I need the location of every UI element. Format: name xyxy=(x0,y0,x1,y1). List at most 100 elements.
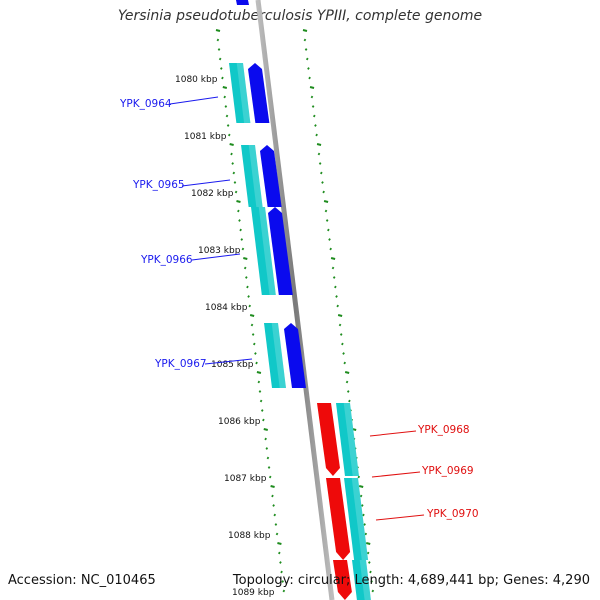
scale-labels: 1080 kbp 1081 kbp 1082 kbp 1083 kbp 1084… xyxy=(175,75,275,598)
outer-tick-mark xyxy=(366,551,370,555)
scale-label-1081: 1081 kbp xyxy=(184,132,227,142)
forward-gene-arrow-1[interactable] xyxy=(260,145,282,207)
inner-tick-mark xyxy=(223,95,227,99)
cds-bar-rev-0-shade xyxy=(343,403,359,476)
gene-label-ypk-0970[interactable]: YPK_0970 xyxy=(426,508,479,520)
inner-tick-mark xyxy=(232,171,236,175)
gene-label-ypk-0966[interactable]: YPK_0966 xyxy=(140,254,193,266)
cds-bar-2-shade xyxy=(258,207,276,295)
outer-tick-mark xyxy=(334,285,337,289)
outer-tick-mark xyxy=(330,257,336,260)
outer-tick-mark xyxy=(303,38,307,42)
inner-tick-mark xyxy=(272,504,275,507)
inner-tick-mark xyxy=(239,228,242,232)
inner-tick-mark xyxy=(238,219,241,222)
outer-tick-mark xyxy=(320,171,323,175)
scale-label-1088: 1088 kbp xyxy=(228,531,271,541)
reverse-gene-arrow-1[interactable] xyxy=(326,478,351,560)
inner-tick-mark xyxy=(252,342,256,346)
scale-label-1086: 1086 kbp xyxy=(218,417,261,427)
outer-tick-mark xyxy=(325,219,329,222)
outer-tick-mark xyxy=(314,124,317,127)
outer-tick-mark xyxy=(344,371,350,374)
outer-tick-mark xyxy=(339,333,343,336)
outer-tick-mark xyxy=(348,399,351,403)
scale-label-1082: 1082 kbp xyxy=(191,189,234,199)
inner-tick-mark xyxy=(227,133,231,137)
cds-bar-3 xyxy=(264,323,286,388)
inner-tick-mark xyxy=(257,380,261,384)
inner-tick-mark xyxy=(258,390,262,393)
cds-bar-rev-1 xyxy=(344,478,369,560)
cds-bar-3-shade xyxy=(271,323,286,388)
inner-tick-mark xyxy=(217,48,221,51)
inner-tick-mark xyxy=(279,561,282,564)
outer-tick-mark xyxy=(315,133,318,137)
outer-tick-mark xyxy=(327,228,330,232)
inner-tick-mark xyxy=(237,209,240,213)
inner-tick-mark xyxy=(230,152,233,156)
scale-label-1085: 1085 kbp xyxy=(211,360,254,370)
inner-tick-mark xyxy=(233,181,237,184)
outer-tick-mark xyxy=(304,48,308,51)
inner-tick-mark xyxy=(236,200,241,203)
cds-bar-0-shade xyxy=(236,63,251,123)
inner-tick-mark xyxy=(280,570,283,574)
genome-backbone xyxy=(255,0,335,600)
genome-stats-label: Topology: circular; Length: 4,689,441 bp… xyxy=(232,573,590,588)
outer-tick-mark xyxy=(331,266,335,270)
inner-tick-mark xyxy=(249,314,255,317)
inner-tick-mark xyxy=(229,143,234,146)
forward-gene-arrow-0[interactable] xyxy=(248,63,270,123)
inner-tick-mark xyxy=(256,371,262,374)
outer-tick-mark xyxy=(335,295,338,298)
inner-tick-mark xyxy=(243,257,248,260)
scale-label-1084: 1084 kbp xyxy=(205,303,248,313)
reverse-gene-arrow-0[interactable] xyxy=(317,403,340,476)
outer-tick-mark xyxy=(332,276,336,279)
outer-tick-mark xyxy=(305,57,309,61)
gene-label-ypk-0969[interactable]: YPK_0969 xyxy=(421,465,474,477)
inner-tick-mark xyxy=(265,447,269,450)
outer-tick-mark xyxy=(338,323,342,327)
gene-label-ypk-0967[interactable]: YPK_0967 xyxy=(154,358,207,370)
forward-gene-arrow-3[interactable] xyxy=(284,323,306,388)
outer-tick-mark xyxy=(362,513,365,517)
scale-label-1080: 1080 kbp xyxy=(175,75,218,85)
inner-tick-mark xyxy=(262,418,265,422)
outer-tick-mark xyxy=(358,485,364,488)
outer-tick-mark xyxy=(341,342,344,346)
forward-gene-arrow-2[interactable] xyxy=(268,207,293,295)
outer-tick-mark xyxy=(323,200,329,203)
inner-tick-mark xyxy=(240,238,244,241)
inner-tick-mark xyxy=(245,276,248,279)
inner-tick-mark xyxy=(267,466,271,469)
gene-label-ypk-0965[interactable]: YPK_0965 xyxy=(132,179,185,191)
inner-tick-mark xyxy=(275,532,279,536)
gene-label-ypk-0964[interactable]: YPK_0964 xyxy=(119,98,172,110)
outer-tick-mark xyxy=(368,561,371,564)
outer-tick-mark xyxy=(346,390,350,393)
outer-tick-mark xyxy=(342,352,345,355)
inner-tick-mark xyxy=(271,494,274,498)
inner-tick-mark xyxy=(270,485,275,488)
inner-tick-mark xyxy=(219,67,223,70)
cds-bar-rev-2-shade xyxy=(359,560,371,600)
outer-tick-mark xyxy=(370,580,373,583)
inner-tick-mark xyxy=(268,475,272,479)
cds-bar-rev-2 xyxy=(352,560,371,600)
scale-label-1089: 1089 kbp xyxy=(232,588,275,598)
inner-tick-mark xyxy=(259,399,263,403)
reverse-gene-arrow-2[interactable] xyxy=(333,560,352,600)
inner-tick-ring xyxy=(215,29,286,593)
cds-bar-1-shade xyxy=(248,145,263,207)
inner-tick-mark xyxy=(225,114,229,118)
outer-tick-mark xyxy=(360,504,364,507)
gene-label-ypk-0968[interactable]: YPK_0968 xyxy=(417,424,470,436)
cds-bar-rev-0 xyxy=(336,403,359,476)
inner-tick-mark xyxy=(246,285,249,289)
outer-tick-mark xyxy=(307,67,310,70)
inner-tick-mark xyxy=(231,162,234,165)
cds-bar-rev-1-shade xyxy=(351,478,369,560)
